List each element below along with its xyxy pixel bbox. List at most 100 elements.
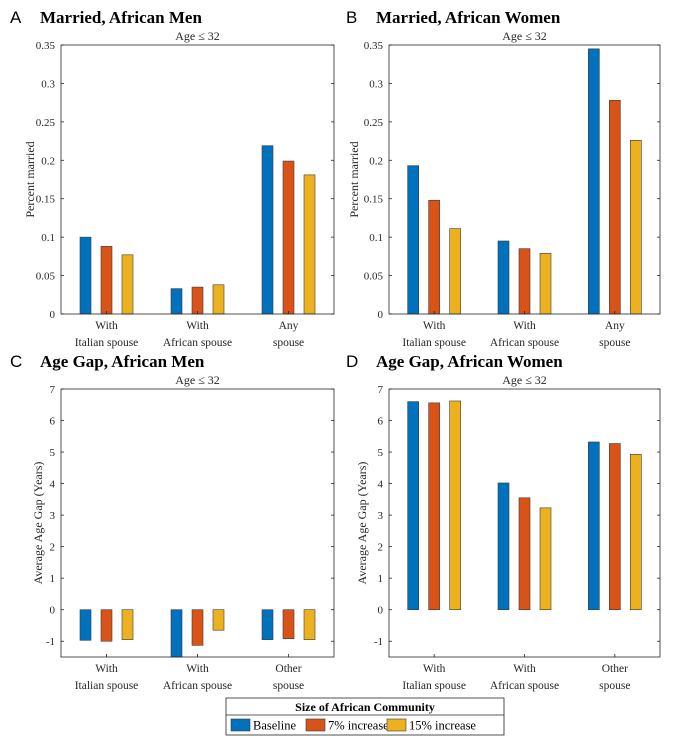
bar-7-increase bbox=[428, 199, 440, 315]
y-tick-label: 0.05 bbox=[364, 271, 384, 283]
bars bbox=[79, 609, 316, 658]
legend-swatch bbox=[386, 718, 407, 732]
legend-label: Baseline bbox=[253, 719, 296, 733]
x-tick-label: Any bbox=[605, 320, 625, 332]
bar-15-increase bbox=[121, 254, 134, 315]
y-tick-label: 0.35 bbox=[36, 40, 56, 52]
y-tick-label: 5 bbox=[50, 447, 56, 459]
x-tick-label: With bbox=[95, 320, 118, 332]
y-tick-label: 3 bbox=[50, 510, 56, 522]
x-tick-label: African spouse bbox=[163, 680, 232, 692]
legend: Size of African Community Baseline 7% incr… bbox=[225, 697, 505, 736]
y-tick-label: 0.1 bbox=[369, 232, 383, 244]
panel-c: C Age Gap, African Men Age ≤ 32 Average Age… bbox=[10, 352, 335, 692]
bar-7-increase bbox=[282, 609, 295, 640]
y-tick-label: 6 bbox=[50, 416, 56, 428]
y-tick-label: 0 bbox=[50, 605, 56, 617]
bar-baseline bbox=[588, 48, 600, 315]
panel-title: Age Gap, African Women bbox=[376, 352, 563, 371]
x-tick-label: Italian spouse bbox=[75, 337, 139, 349]
y-tick-label: 0.2 bbox=[369, 155, 383, 167]
bar-15-increase bbox=[539, 252, 552, 315]
legend-label: 7% increase bbox=[328, 719, 389, 733]
y-tick-label: 0 bbox=[378, 605, 384, 617]
legend-label: 15% increase bbox=[409, 719, 476, 733]
bar-7-increase bbox=[428, 402, 440, 611]
bars bbox=[407, 48, 642, 315]
bar-15-increase bbox=[630, 140, 642, 315]
y-tick-label: 4 bbox=[50, 479, 56, 491]
x-tick-label: With bbox=[186, 663, 209, 675]
y-tick-label: 0.1 bbox=[41, 232, 55, 244]
panel-letter: D bbox=[346, 352, 358, 371]
bar-7-increase bbox=[609, 100, 621, 315]
bar-baseline bbox=[79, 609, 92, 641]
legend-title: Size of African Community bbox=[295, 700, 435, 714]
panel-subtitle: Age ≤ 32 bbox=[502, 373, 547, 387]
panel-title: Married, African Men bbox=[40, 8, 202, 27]
y-tick-label: 0.3 bbox=[369, 78, 383, 90]
bar-7-increase bbox=[518, 248, 531, 315]
y-tick-label: -1 bbox=[374, 636, 383, 648]
bar-7-increase bbox=[191, 609, 204, 646]
bar-15-increase bbox=[212, 609, 225, 631]
panel-subtitle: Age ≤ 32 bbox=[175, 373, 220, 387]
x-tick-label: spouse bbox=[599, 337, 630, 349]
y-tick-label: 2 bbox=[50, 542, 56, 554]
x-tick-label: Other bbox=[602, 663, 628, 675]
x-tick-label: spouse bbox=[273, 337, 304, 349]
y-tick-label: 6 bbox=[378, 416, 384, 428]
bars bbox=[407, 400, 642, 611]
y-tick-label: 1 bbox=[50, 573, 56, 585]
x-tick-label: With bbox=[186, 320, 209, 332]
panel-a: A Married, African Men Age ≤ 32 Percent mar… bbox=[10, 8, 335, 349]
y-tick-label: 0.05 bbox=[36, 271, 56, 283]
y-tick-label: -1 bbox=[46, 636, 55, 648]
bar-15-increase bbox=[630, 453, 642, 611]
bar-15-increase bbox=[539, 507, 552, 611]
x-tick-label: African spouse bbox=[490, 680, 559, 692]
bar-7-increase bbox=[100, 246, 113, 315]
legend-box bbox=[225, 697, 505, 736]
bar-baseline bbox=[407, 165, 419, 315]
y-axis-label: Percent married bbox=[23, 141, 37, 217]
y-axis-label: Average Age Gap (Years) bbox=[355, 462, 369, 585]
bar-baseline bbox=[588, 441, 600, 611]
bar-baseline bbox=[407, 401, 419, 611]
y-tick-label: 0 bbox=[50, 309, 56, 321]
bar-15-increase bbox=[303, 174, 316, 315]
y-tick-label: 0.3 bbox=[41, 78, 55, 90]
y-tick-label: 7 bbox=[378, 384, 384, 396]
panel-b: B Married, African Women Age ≤ 32 Percent m… bbox=[346, 8, 661, 349]
y-axis-label: Percent married bbox=[347, 141, 361, 217]
x-tick-label: Other bbox=[275, 663, 301, 675]
panel-title: Married, African Women bbox=[376, 8, 561, 27]
x-tick-label: With bbox=[513, 663, 536, 675]
x-tick-label: With bbox=[95, 663, 118, 675]
bar-baseline bbox=[170, 288, 183, 315]
y-tick-label: 0.25 bbox=[36, 117, 56, 129]
x-tick-label: spouse bbox=[599, 680, 630, 692]
bar-7-increase bbox=[100, 609, 113, 642]
panel-title: Age Gap, African Men bbox=[40, 352, 205, 371]
bars bbox=[79, 145, 316, 315]
x-tick-label: With bbox=[423, 663, 446, 675]
y-tick-label: 0.15 bbox=[364, 194, 384, 206]
bar-7-increase bbox=[282, 160, 295, 315]
panel-letter: C bbox=[10, 352, 22, 371]
y-tick-label: 0.15 bbox=[36, 194, 56, 206]
bar-baseline bbox=[497, 482, 510, 611]
x-tick-label: Italian spouse bbox=[402, 337, 466, 349]
y-tick-label: 0 bbox=[378, 309, 384, 321]
y-tick-label: 0.25 bbox=[364, 117, 384, 129]
panel-letter: A bbox=[10, 8, 22, 27]
bar-15-increase bbox=[303, 609, 316, 640]
y-tick-label: 5 bbox=[378, 447, 384, 459]
bar-baseline bbox=[497, 240, 510, 315]
y-tick-label: 4 bbox=[378, 479, 384, 491]
y-tick-label: 3 bbox=[378, 510, 384, 522]
x-tick-label: spouse bbox=[273, 680, 304, 692]
bar-15-increase bbox=[212, 284, 225, 315]
x-tick-label: Any bbox=[279, 320, 299, 332]
